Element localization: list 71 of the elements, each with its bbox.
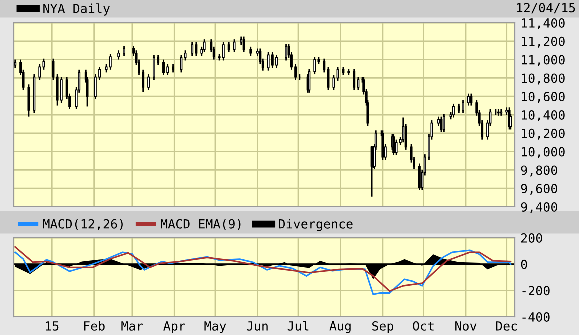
y-tick-label: 10,000 bbox=[522, 147, 565, 158]
x-tick-label: Nov bbox=[456, 322, 477, 331]
candlestick bbox=[184, 50, 187, 62]
text: 12/04/15 bbox=[517, 3, 576, 14]
legend-label: MACD EMA(9) bbox=[161, 219, 241, 230]
y-tick-label: -200 bbox=[522, 286, 550, 296]
candlestick bbox=[94, 74, 97, 100]
candlestick bbox=[52, 58, 55, 81]
y-tick-label: 10,200 bbox=[522, 128, 565, 140]
candlestick bbox=[332, 74, 336, 91]
candlestick bbox=[285, 43, 288, 62]
candlestick bbox=[250, 46, 252, 57]
candlestick bbox=[452, 103, 455, 118]
candlestick bbox=[418, 163, 421, 192]
candlestick bbox=[180, 54, 183, 74]
candlestick bbox=[267, 52, 270, 72]
y-tick-label: 11,000 bbox=[522, 55, 565, 66]
candlestick bbox=[353, 68, 356, 91]
candlestick bbox=[166, 64, 170, 76]
y-tick-label: 10,600 bbox=[522, 92, 565, 104]
candlestick bbox=[271, 52, 274, 69]
y-tick-label: 200 bbox=[521, 234, 542, 243]
candlestick bbox=[467, 93, 470, 106]
y-tick-label: 9,400 bbox=[521, 202, 558, 214]
candlestick bbox=[195, 42, 198, 57]
candlestick bbox=[462, 100, 465, 114]
x-tick-label: Mar bbox=[122, 322, 144, 331]
x-tick-label: Dec bbox=[496, 322, 518, 331]
candlestick bbox=[222, 42, 225, 62]
y-tick-label: 10,400 bbox=[522, 110, 565, 122]
x-tick-label: May bbox=[204, 322, 226, 334]
x-tick-label: Jun bbox=[247, 322, 268, 331]
x-tick-label: 15 bbox=[46, 322, 59, 331]
candlestick bbox=[56, 74, 59, 106]
x-tick-label: Aug bbox=[330, 322, 351, 334]
legend-label: MACD(12,26) bbox=[43, 219, 123, 230]
x-tick-label: Jul bbox=[288, 321, 309, 331]
x-tick-label: Sep bbox=[372, 321, 394, 334]
x-tick-label: Oct bbox=[413, 321, 434, 331]
candlestick bbox=[191, 42, 194, 57]
candlestick bbox=[28, 84, 30, 118]
candlestick bbox=[228, 42, 230, 54]
x-tick-label: Apr bbox=[164, 322, 186, 334]
candlestick bbox=[392, 134, 396, 156]
y-tick-label: -400 bbox=[522, 312, 550, 322]
candlestick bbox=[109, 54, 112, 71]
legend-label: NYA Daily bbox=[44, 4, 110, 16]
candlestick bbox=[276, 54, 278, 69]
y-tick-label: 9,800 bbox=[521, 166, 558, 177]
candlestick bbox=[233, 38, 236, 54]
candlestick bbox=[162, 59, 165, 76]
x-tick-label: Feb bbox=[84, 321, 105, 331]
candlestick bbox=[242, 36, 246, 54]
candlestick bbox=[123, 45, 126, 57]
y-tick-label: 11,400 bbox=[522, 18, 565, 30]
candlestick bbox=[152, 54, 156, 81]
y-tick-label: 10,800 bbox=[522, 74, 565, 85]
legend-label: Divergence bbox=[279, 219, 353, 232]
candlestick bbox=[458, 103, 460, 114]
candlestick bbox=[203, 38, 206, 54]
y-tick-label: 9,600 bbox=[521, 184, 558, 196]
y-tick-label: 0 bbox=[521, 260, 528, 270]
candlestick bbox=[314, 56, 316, 76]
candlestick bbox=[148, 74, 150, 91]
candlestick bbox=[118, 50, 120, 60]
candlestick bbox=[470, 93, 473, 106]
candlestick bbox=[60, 76, 63, 104]
candlestick bbox=[323, 58, 326, 74]
candlestick bbox=[442, 113, 446, 134]
candlestick bbox=[38, 64, 42, 81]
y-tick-label: 11,200 bbox=[522, 36, 565, 48]
